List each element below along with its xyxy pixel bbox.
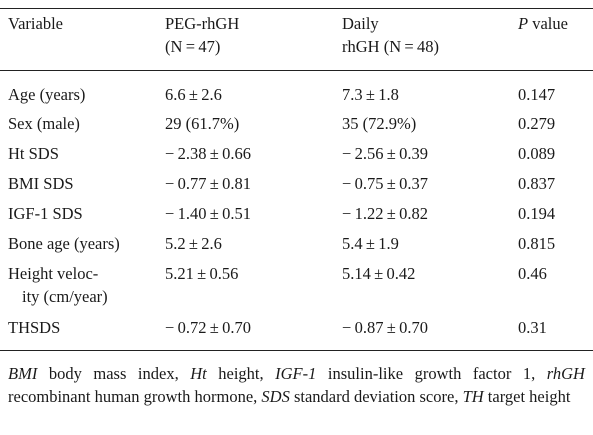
header-variable: Variable [8, 14, 63, 33]
row-p: 0.837 [518, 174, 556, 193]
def-ht: height, [206, 364, 276, 383]
def-igf: insulin-like growth factor 1, [316, 364, 547, 383]
row-p: 0.815 [518, 234, 556, 253]
row-daily: − 0.87 ± 0.70 [342, 318, 429, 337]
row-variable: Age (years) [8, 85, 86, 104]
table-bottom-rule [0, 350, 593, 351]
row-daily: − 2.56 ± 0.39 [342, 144, 429, 163]
row-peg: 6.6 ± 2.6 [165, 85, 222, 104]
header-peg-line1: PEG-rhGH [165, 14, 240, 33]
abbr-rhgh: rhGH [546, 364, 585, 383]
row-variable: THSDS [8, 318, 61, 337]
row-variable: Height veloc- [8, 264, 99, 283]
row-variable: BMI SDS [8, 174, 74, 193]
header-p-rest: value [528, 14, 568, 33]
table-footnote: BMI body mass index, Ht height, IGF-1 in… [8, 362, 585, 408]
def-bmi: body mass index, [37, 364, 191, 383]
row-peg: − 2.38 ± 0.66 [165, 144, 252, 163]
table-header-rule [0, 70, 593, 71]
row-peg: − 1.40 ± 0.51 [165, 204, 252, 223]
row-variable-line2: ity (cm/year) [22, 287, 108, 306]
row-p: 0.31 [518, 318, 547, 337]
row-p: 0.46 [518, 264, 547, 283]
row-daily: − 0.75 ± 0.37 [342, 174, 429, 193]
abbr-sds: SDS [261, 387, 290, 406]
row-peg: − 0.72 ± 0.70 [165, 318, 252, 337]
row-daily: 5.14 ± 0.42 [342, 264, 416, 283]
row-p: 0.147 [518, 85, 556, 104]
abbr-bmi: BMI [8, 364, 38, 383]
def-th: target height [483, 387, 571, 406]
header-daily-line1: Daily [342, 14, 379, 33]
row-p: 0.089 [518, 144, 556, 163]
header-p-italic: P [518, 14, 529, 33]
row-peg: 29 (61.7%) [165, 114, 240, 133]
row-daily: 35 (72.9%) [342, 114, 417, 133]
def-sds: standard deviation score, [289, 387, 463, 406]
header-daily-line2: rhGH (N = 48) [342, 37, 440, 56]
header-peg-line2: (N = 47) [165, 37, 221, 56]
abbr-ht: Ht [190, 364, 207, 383]
row-variable: Sex (male) [8, 114, 80, 133]
abbr-igf: IGF-1 [275, 364, 317, 383]
header-p-value: P value [518, 13, 568, 35]
row-variable: Ht SDS [8, 144, 59, 163]
table-top-rule [0, 8, 593, 9]
row-peg: − 0.77 ± 0.81 [165, 174, 252, 193]
row-variable: Bone age (years) [8, 234, 120, 253]
row-p: 0.279 [518, 114, 556, 133]
abbr-th: TH [462, 387, 484, 406]
def-rhgh: recombinant human growth hormone, [8, 387, 262, 406]
row-p: 0.194 [518, 204, 556, 223]
row-peg: 5.2 ± 2.6 [165, 234, 222, 253]
row-peg: 5.21 ± 0.56 [165, 264, 239, 283]
row-daily: 7.3 ± 1.8 [342, 85, 399, 104]
row-daily: − 1.22 ± 0.82 [342, 204, 429, 223]
row-daily: 5.4 ± 1.9 [342, 234, 399, 253]
row-variable: IGF-1 SDS [8, 204, 83, 223]
